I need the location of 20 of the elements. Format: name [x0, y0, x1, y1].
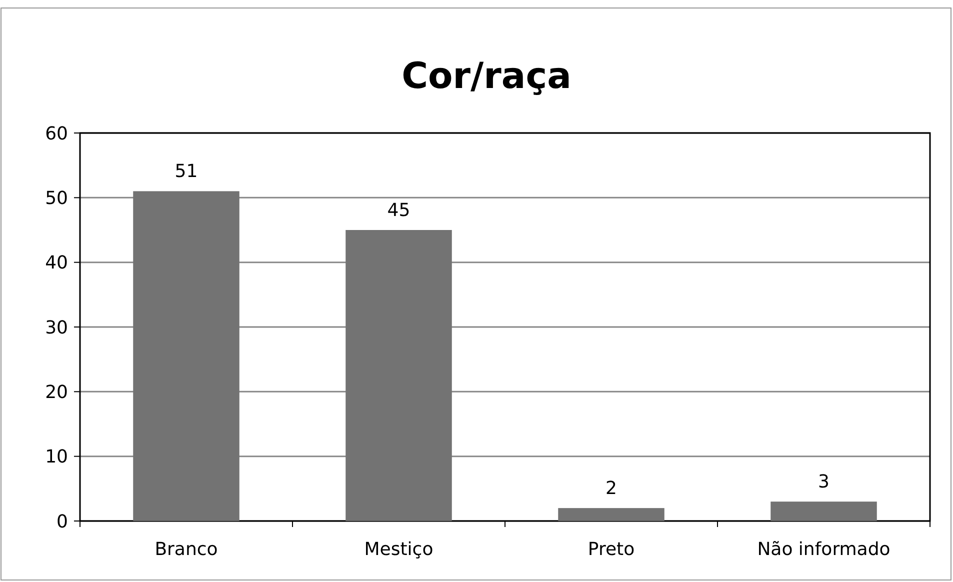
- x-tick-label: Não informado: [757, 539, 890, 560]
- bar: [558, 508, 664, 521]
- x-tick-label: Branco: [154, 539, 218, 560]
- data-label: 2: [606, 478, 617, 500]
- y-tick-label: 0: [56, 511, 68, 532]
- bar: [133, 191, 240, 521]
- y-tick-label: 10: [45, 446, 68, 468]
- bar: [346, 230, 452, 521]
- data-label: 51: [174, 161, 198, 182]
- bar: [770, 502, 877, 521]
- y-tick-label: 20: [45, 382, 68, 403]
- y-tick-label: 40: [45, 252, 68, 274]
- chart-title: Cor/raça: [402, 56, 572, 97]
- y-tick-label: 50: [45, 188, 68, 209]
- x-tick-label: Mestiço: [364, 539, 434, 560]
- data-label: 45: [387, 200, 410, 221]
- y-tick-label: 60: [45, 123, 68, 144]
- data-label: 3: [818, 472, 830, 493]
- y-tick-label: 30: [45, 317, 68, 338]
- x-tick-label: Preto: [588, 539, 635, 560]
